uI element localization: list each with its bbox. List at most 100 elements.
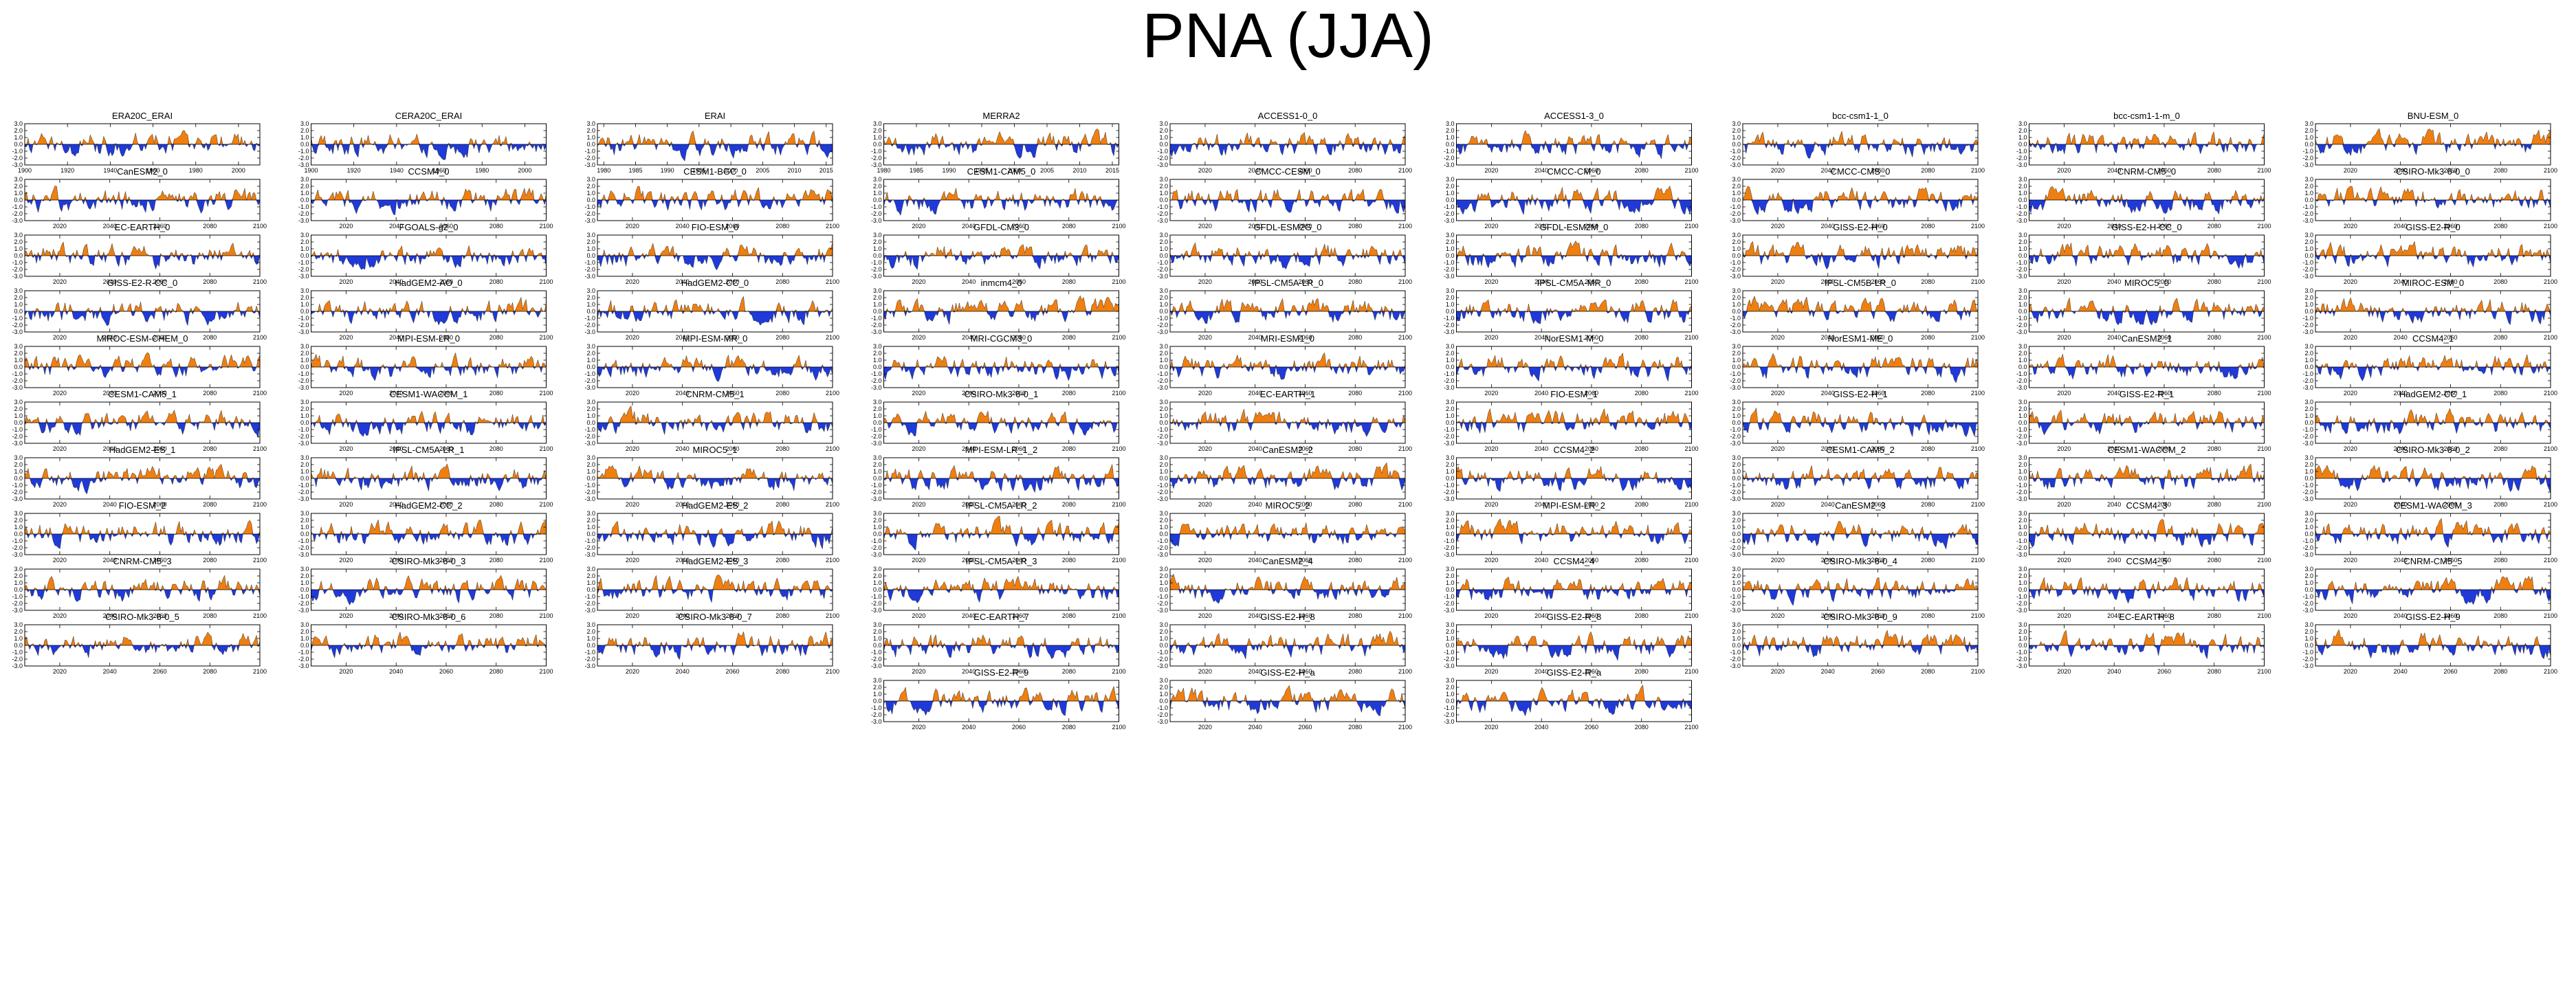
y-tick-label: -1.0	[12, 203, 23, 210]
negative-area	[597, 590, 833, 603]
x-tick-label: 2020	[2344, 223, 2357, 230]
panel-title: GISS-E2-H_8	[1260, 612, 1314, 622]
y-tick-label: -1.0	[298, 203, 309, 210]
series-line	[2029, 630, 2265, 660]
panel: CSIRO-Mk3-6-0_63.02.01.00.0-1.0-2.0-3.02…	[298, 612, 553, 675]
y-tick-label: 3.0	[1159, 566, 1168, 573]
y-tick-label: 0.0	[14, 419, 23, 426]
x-tick-label: 2100	[2544, 612, 2557, 619]
y-tick-label: -2.0	[2302, 266, 2313, 273]
series-line	[24, 130, 261, 157]
y-tick-label: 0.0	[873, 475, 882, 482]
y-tick-label: -2.0	[871, 433, 882, 440]
y-tick-label: -2.0	[871, 656, 882, 663]
x-tick-label: 2040	[389, 612, 403, 619]
y-tick-label: 1.0	[1159, 190, 1168, 197]
x-tick-label: 2040	[103, 445, 117, 452]
y-tick-label: 0.0	[586, 642, 595, 649]
y-tick-label: -2.0	[2016, 489, 2027, 496]
y-tick-label: -2.0	[871, 489, 882, 496]
y-tick-label: -2.0	[12, 656, 23, 663]
x-tick-label: 1985	[910, 167, 923, 174]
x-tick-label: 2080	[1062, 668, 1076, 675]
y-tick-label: 2.0	[1446, 461, 1455, 468]
panel-title: FIO-ESM_1	[1550, 389, 1598, 399]
panel: CSIRO-Mk3-6-0_23.02.01.00.0-1.0-2.0-3.02…	[2302, 445, 2557, 508]
negative-area	[1456, 311, 1692, 324]
positive-area	[1170, 574, 1405, 590]
panel: NorESM1-ME_03.02.01.00.0-1.0-2.0-3.02020…	[1730, 333, 1985, 397]
y-tick-label: 3.0	[14, 621, 23, 628]
y-tick-label: 2.0	[300, 183, 309, 190]
negative-area	[311, 311, 547, 325]
panel-title: bcc-csm1-1-m_0	[2113, 111, 2180, 121]
x-tick-label: 2060	[439, 557, 453, 564]
y-tick-label: 3.0	[300, 454, 309, 461]
positive-area	[1170, 243, 1405, 256]
x-tick-label: 2100	[1684, 557, 1698, 564]
x-tick-label: 2040	[2107, 390, 2121, 397]
y-tick-label: -3.0	[584, 607, 595, 614]
panel-title: CSIRO-Mk3-6-0_9	[1823, 612, 1897, 622]
y-tick-label: -2.0	[1444, 210, 1455, 217]
y-tick-label: 3.0	[586, 454, 595, 461]
x-tick-label: 2060	[1871, 557, 1884, 564]
y-tick-label: 0.0	[1446, 141, 1455, 148]
x-tick-label: 2020	[2057, 445, 2071, 452]
x-tick-label: 2020	[339, 612, 353, 619]
y-tick-label: -1.0	[1730, 482, 1741, 489]
y-tick-label: 1.0	[2304, 412, 2313, 419]
y-tick-label: -1.0	[871, 426, 882, 433]
negative-area	[2315, 200, 2551, 209]
x-tick-label: 2060	[725, 501, 739, 508]
y-tick-label: 0.0	[1159, 141, 1168, 148]
y-tick-label: 3.0	[873, 343, 882, 350]
y-tick-label: 1.0	[1732, 357, 1741, 364]
negative-area	[1743, 423, 1978, 437]
negative-area	[2315, 144, 2551, 156]
y-tick-label: 3.0	[300, 399, 309, 405]
x-tick-label: 2040	[1534, 334, 1548, 341]
series-line	[311, 187, 547, 216]
y-tick-label: 3.0	[1446, 677, 1455, 684]
x-tick-label: 2060	[439, 612, 453, 619]
y-tick-label: -1.0	[2302, 315, 2313, 322]
positive-area	[883, 515, 1119, 534]
y-tick-label: 1.0	[1159, 357, 1168, 364]
panel-title: CCSM4_2	[1554, 445, 1595, 455]
y-tick-label: -1.0	[1444, 482, 1455, 489]
y-tick-label: 1.0	[1446, 691, 1455, 698]
x-tick-label: 2080	[1921, 390, 1935, 397]
y-tick-label: -3.0	[1730, 329, 1741, 335]
y-tick-label: -2.0	[298, 266, 309, 273]
panel-title: ACCESS1-3_0	[1544, 111, 1604, 121]
y-tick-label: 2.0	[1732, 573, 1741, 579]
y-tick-label: -2.0	[871, 544, 882, 551]
x-tick-label: 2020	[1198, 223, 1212, 230]
negative-area	[2029, 423, 2265, 435]
y-tick-label: -3.0	[871, 551, 882, 558]
negative-area	[883, 367, 1119, 381]
y-tick-label: -2.0	[2016, 600, 2027, 607]
x-tick-label: 2060	[1871, 501, 1884, 508]
panel-title: CSIRO-Mk3-6-0_2	[2396, 445, 2470, 455]
y-tick-label: 3.0	[586, 621, 595, 628]
y-tick-label: -1.0	[1730, 537, 1741, 544]
y-tick-label: 3.0	[873, 287, 882, 294]
panel: CESM1-CAM5_03.02.01.00.0-1.0-2.0-3.02020…	[871, 166, 1126, 230]
y-tick-label: 1.0	[873, 524, 882, 531]
x-tick-label: 2080	[1348, 167, 1362, 174]
y-tick-label: 0.0	[873, 364, 882, 370]
y-tick-label: -3.0	[584, 440, 595, 447]
y-tick-label: 2.0	[14, 461, 23, 468]
x-tick-label: 2060	[725, 557, 739, 564]
y-tick-label: 1.0	[586, 412, 595, 419]
y-tick-label: 1.0	[14, 524, 23, 531]
positive-area	[1743, 241, 1978, 256]
y-tick-label: -3.0	[1444, 162, 1455, 168]
